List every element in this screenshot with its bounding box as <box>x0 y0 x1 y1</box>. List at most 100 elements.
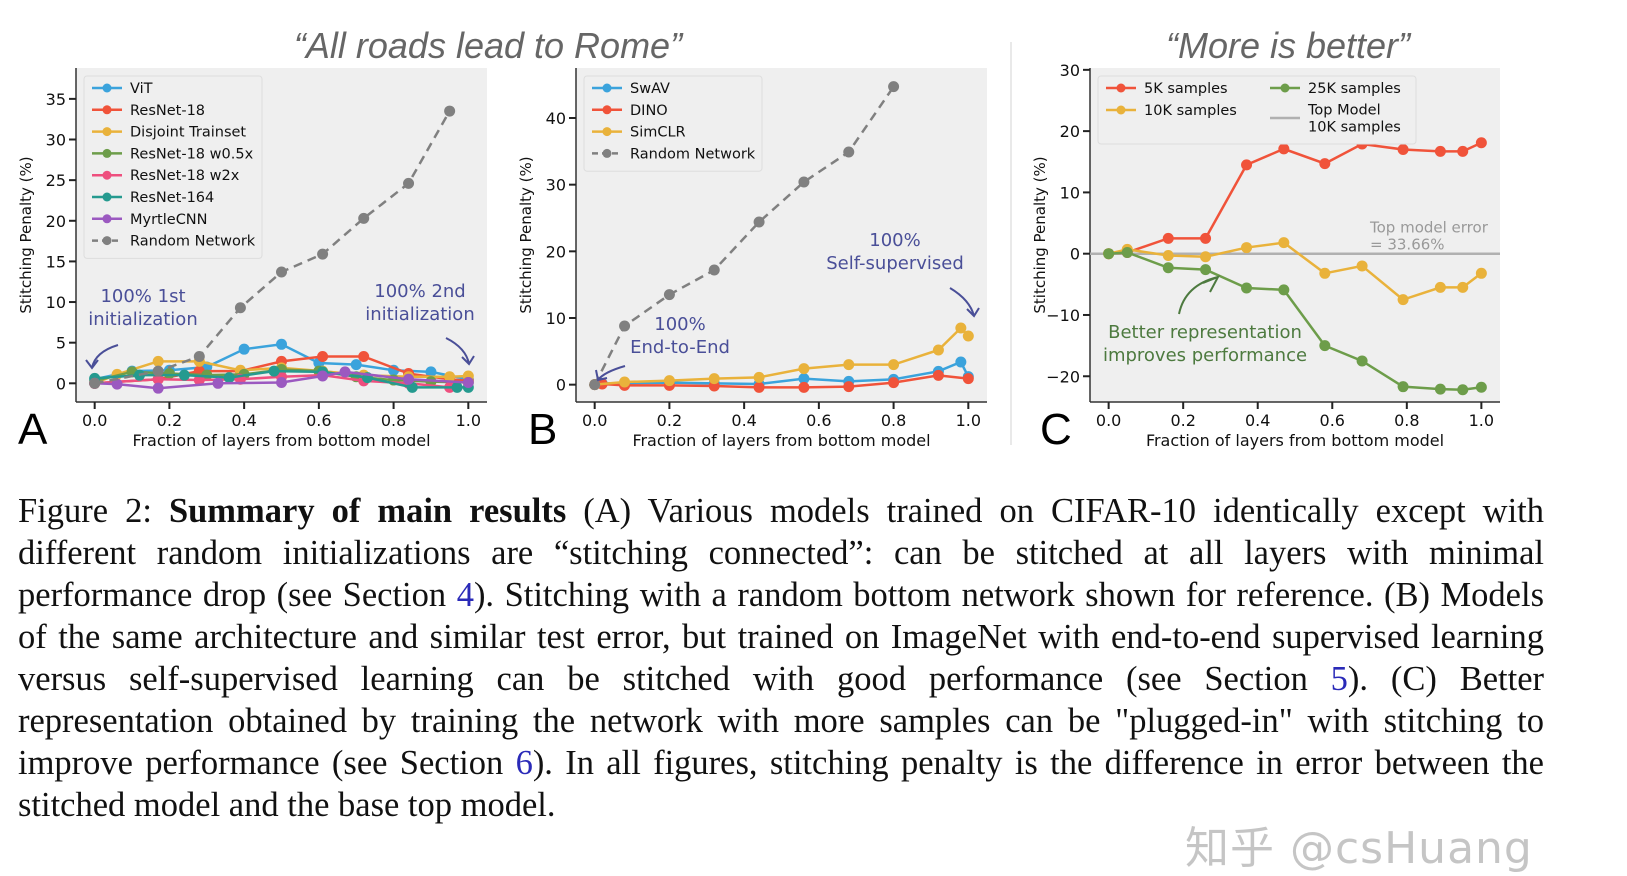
x-tick-label: 0.8 <box>1394 411 1419 430</box>
y-tick-label: 5 <box>56 334 66 353</box>
panel-letter: A <box>18 405 48 454</box>
data-point <box>1457 281 1469 293</box>
data-point <box>1278 284 1290 296</box>
legend-marker <box>1280 83 1290 93</box>
legend-marker <box>602 105 612 115</box>
x-tick-label: 0.0 <box>82 411 107 430</box>
legend-label: 5K samples <box>1144 81 1228 97</box>
legend-box <box>1097 75 1417 145</box>
chart-panel-C: 0.0 0.2 0.4 0.6 0.8 1.0 −20 −10 0 10 20 30 Fraction … <box>1031 61 1500 454</box>
data-point <box>798 373 810 385</box>
y-tick-label: 30 <box>1060 61 1080 80</box>
data-point <box>212 377 224 389</box>
annotation-text: Self-supervised <box>826 253 964 274</box>
data-point <box>1475 381 1487 393</box>
annotation-text: 100% <box>869 230 920 251</box>
data-point <box>843 146 855 158</box>
data-point <box>619 376 631 388</box>
section-link-5[interactable]: 5 <box>1330 660 1348 698</box>
section-link-4[interactable]: 4 <box>456 576 474 614</box>
panel-letter: C <box>1040 405 1072 454</box>
legend-label: ViT <box>130 81 153 97</box>
data-point <box>1278 237 1290 249</box>
data-point <box>444 371 456 383</box>
annotation-text: 100% <box>654 314 705 335</box>
legend-label: Top Model <box>1307 103 1381 119</box>
data-point <box>451 381 463 393</box>
data-point <box>1434 383 1446 395</box>
data-point <box>276 376 287 388</box>
data-point <box>276 338 287 350</box>
data-point <box>955 322 967 334</box>
x-tick-label: 0.6 <box>306 411 331 430</box>
data-point <box>589 379 601 391</box>
annotation-arrow <box>1178 275 1221 315</box>
legend: 5K samples 10K samples 25K samples Top Mode… <box>1097 75 1417 145</box>
data-point <box>1162 250 1174 262</box>
data-point <box>1356 260 1368 272</box>
data-point <box>1397 144 1409 156</box>
y-tick-label: 10 <box>46 293 66 312</box>
data-point <box>152 355 164 367</box>
y-tick-label: 15 <box>46 252 66 271</box>
section-link-6[interactable]: 6 <box>515 744 533 782</box>
x-tick-label: 1.0 <box>456 411 481 430</box>
x-tick-label: 0.4 <box>731 411 756 430</box>
annotation-arrow <box>85 344 119 370</box>
legend-label: ResNet-18 w0.5x <box>130 146 254 162</box>
x-axis-label: Fraction of layers from bottom model <box>1146 431 1444 450</box>
data-point <box>1434 145 1446 157</box>
data-point <box>798 363 810 375</box>
legend-marker <box>102 192 112 202</box>
data-point <box>962 373 974 385</box>
legend-marker <box>602 148 612 158</box>
annotation-text: improves performance <box>1103 345 1307 366</box>
y-axis-label: Stitching Penalty (%) <box>517 156 535 313</box>
x-tick-label: 0.0 <box>1096 411 1121 430</box>
data-point <box>268 365 280 377</box>
data-point <box>1200 264 1212 276</box>
x-tick-label: 0.4 <box>1245 411 1270 430</box>
data-point <box>888 377 900 389</box>
data-point <box>444 105 456 117</box>
y-tick-label: −10 <box>1046 306 1080 325</box>
data-point <box>152 365 164 377</box>
legend-marker <box>102 105 112 115</box>
y-tick-label: −20 <box>1046 367 1080 386</box>
x-axis-label: Fraction of layers from bottom model <box>632 431 930 450</box>
y-tick-label: 0 <box>56 374 66 393</box>
y-axis-label: Stitching Penalty (%) <box>17 156 35 313</box>
legend-label: ResNet-18 <box>130 103 205 119</box>
data-point <box>358 212 370 224</box>
annotation-text: Better representation <box>1108 322 1302 343</box>
data-point <box>962 330 974 342</box>
y-tick-label: 30 <box>46 131 66 150</box>
legend-marker <box>602 127 612 137</box>
data-point <box>1103 248 1115 260</box>
data-point <box>350 359 362 371</box>
data-point <box>1241 159 1253 171</box>
y-tick-label: 30 <box>546 176 566 195</box>
caption-text: ). In all figures, stitching penalty is … <box>18 744 1544 824</box>
x-tick-label: 0.6 <box>1320 411 1345 430</box>
legend-label: SimCLR <box>630 125 686 141</box>
data-point <box>932 344 944 356</box>
data-point <box>1457 145 1469 157</box>
data-point <box>798 381 810 393</box>
data-point <box>1241 242 1253 254</box>
x-tick-label: 1.0 <box>1469 411 1494 430</box>
series-random-network <box>589 81 900 391</box>
x-tick-label: 0.2 <box>157 411 182 430</box>
reference-line-label: = 33.66% <box>1370 236 1445 254</box>
figure-caption: Figure 2: Summary of main results (A) Va… <box>18 490 1544 826</box>
annotation-text: End-to-End <box>630 337 730 358</box>
legend-label: 10K samples <box>1144 103 1237 119</box>
data-point <box>403 177 415 189</box>
data-point <box>955 356 967 368</box>
data-point <box>1457 384 1469 396</box>
caption-bold-title: Summary of main results <box>168 492 567 530</box>
figure-title: “All roads lead to Rome” <box>294 25 684 66</box>
data-point <box>1434 281 1446 293</box>
y-tick-label: 20 <box>46 212 66 231</box>
annotation-text: initialization <box>365 304 474 325</box>
